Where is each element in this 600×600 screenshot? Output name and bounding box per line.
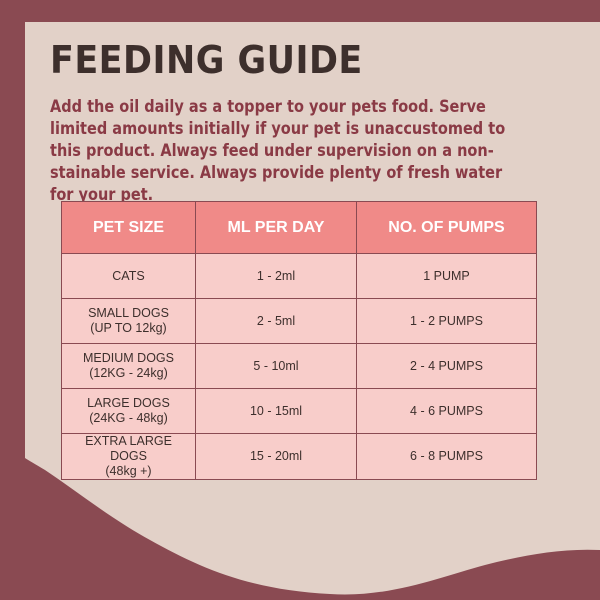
pet-size-note: (12KG - 24kg) xyxy=(89,366,168,380)
feeding-table: PET SIZE ML PER DAY NO. OF PUMPS CATS 1 … xyxy=(61,201,537,480)
pet-size-note: (UP TO 12kg) xyxy=(90,321,167,335)
cell-ml: 5 - 10ml xyxy=(195,343,357,389)
pet-size-label: CATS xyxy=(112,268,145,283)
pet-size-label: EXTRA LARGE DOGS xyxy=(85,434,172,463)
cell-ml: 15 - 20ml xyxy=(195,433,357,480)
pet-size-label: LARGE DOGS xyxy=(87,396,170,410)
cell-pet-size: EXTRA LARGE DOGS (48kg +) xyxy=(61,433,196,480)
header-ml-per-day: ML PER DAY xyxy=(195,201,357,254)
table-row: EXTRA LARGE DOGS (48kg +) 15 - 20ml 6 - … xyxy=(61,433,537,480)
cell-pumps: 1 - 2 PUMPS xyxy=(356,298,537,344)
cell-pet-size: SMALL DOGS (UP TO 12kg) xyxy=(61,298,196,344)
header-pumps: NO. OF PUMPS xyxy=(356,201,537,254)
cell-pet-size: LARGE DOGS (24KG - 48kg) xyxy=(61,388,196,434)
cell-ml: 1 - 2ml xyxy=(195,253,357,299)
cell-pumps: 4 - 6 PUMPS xyxy=(356,388,537,434)
pet-size-label: SMALL DOGS xyxy=(88,306,169,320)
pet-size-note: (48kg +) xyxy=(105,464,152,478)
page-title: FEEDING GUIDE xyxy=(50,38,363,82)
pet-size-label: MEDIUM DOGS xyxy=(83,351,174,365)
table-header-row: PET SIZE ML PER DAY NO. OF PUMPS xyxy=(61,201,537,254)
table-row: CATS 1 - 2ml 1 PUMP xyxy=(61,253,537,299)
cell-pumps: 1 PUMP xyxy=(356,253,537,299)
cell-ml: 2 - 5ml xyxy=(195,298,357,344)
cell-ml: 10 - 15ml xyxy=(195,388,357,434)
cell-pumps: 6 - 8 PUMPS xyxy=(356,433,537,480)
table-row: SMALL DOGS (UP TO 12kg) 2 - 5ml 1 - 2 PU… xyxy=(61,298,537,344)
cell-pumps: 2 - 4 PUMPS xyxy=(356,343,537,389)
intro-paragraph: Add the oil daily as a topper to your pe… xyxy=(50,97,506,204)
table-row: LARGE DOGS (24KG - 48kg) 10 - 15ml 4 - 6… xyxy=(61,388,537,434)
header-pet-size: PET SIZE xyxy=(61,201,196,254)
cell-pet-size: MEDIUM DOGS (12KG - 24kg) xyxy=(61,343,196,389)
table-row: MEDIUM DOGS (12KG - 24kg) 5 - 10ml 2 - 4… xyxy=(61,343,537,389)
pet-size-note: (24KG - 48kg) xyxy=(89,411,168,425)
cell-pet-size: CATS xyxy=(61,253,196,299)
